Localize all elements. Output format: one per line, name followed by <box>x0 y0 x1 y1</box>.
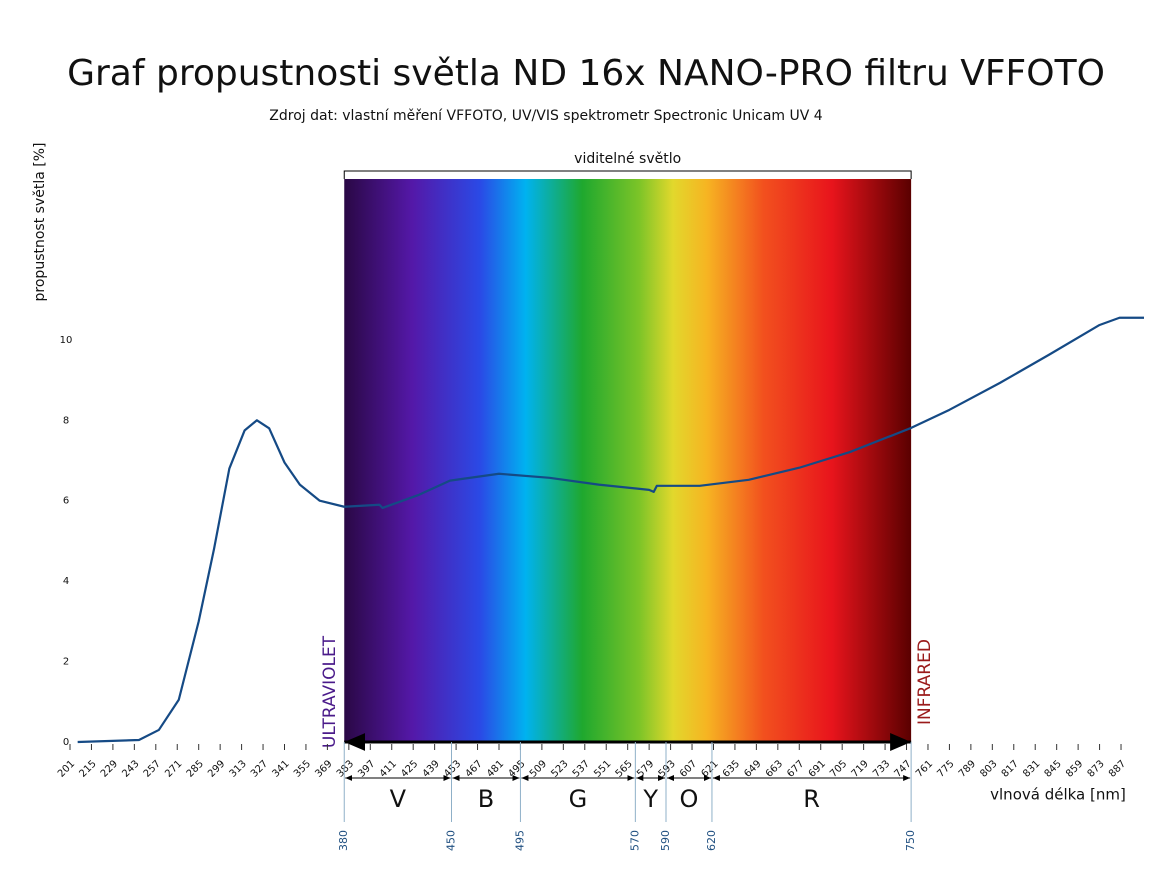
band-label: V <box>390 785 407 813</box>
x-tick-label: 383 <box>335 758 356 779</box>
x-tick-label: 299 <box>206 758 227 779</box>
x-tick-label: 453 <box>442 758 463 779</box>
x-tick-label: 285 <box>185 758 206 779</box>
subtitle: Zdroj dat: vlastní měření VFFOTO, UV/VIS… <box>269 108 822 124</box>
x-tick-label: 803 <box>978 758 999 779</box>
band-label: R <box>803 785 820 813</box>
band-label: G <box>569 785 588 813</box>
x-tick-label: 257 <box>142 758 163 779</box>
y-tick-label: 6 <box>63 496 69 507</box>
x-tick-label: 271 <box>163 758 184 779</box>
x-tick-label: 579 <box>635 758 656 779</box>
x-tick-label: 327 <box>249 758 270 779</box>
x-tick-label: 537 <box>571 758 592 779</box>
x-tick-label: 411 <box>378 758 399 779</box>
transmission-line <box>77 316 1144 744</box>
x-tick-label: 467 <box>464 758 485 779</box>
x-tick-label: 747 <box>892 758 913 779</box>
x-tick-label: 495 <box>506 758 527 779</box>
x-tick-label: 551 <box>592 758 613 779</box>
ir-label: INFRARED <box>915 639 935 725</box>
uv-label: ULTRAVIOLET <box>320 635 340 748</box>
x-tick-label: 215 <box>77 758 98 779</box>
x-tick-label: 313 <box>228 758 249 779</box>
x-tick-label: 845 <box>1043 758 1064 779</box>
x-tick-label: 481 <box>485 758 506 779</box>
x-tick-label: 873 <box>1086 758 1107 779</box>
x-tick-label: 439 <box>421 758 442 779</box>
x-tick-label: 243 <box>120 758 141 779</box>
x-tick-label: 201 <box>56 758 77 779</box>
visible-label: viditelné světlo <box>574 151 681 167</box>
x-tick-label: 719 <box>850 758 871 779</box>
x-tick-label: 355 <box>292 758 313 779</box>
x-tick-label: 789 <box>957 758 978 779</box>
x-tick-label: 341 <box>270 758 291 779</box>
y-tick-label: 8 <box>63 415 69 426</box>
band-label: O <box>680 785 699 813</box>
x-tick-label: 397 <box>356 758 377 779</box>
x-tick-label: 229 <box>99 758 120 779</box>
chart-title: Graf propustnosti světla ND 16x NANO-PRO… <box>67 53 1105 94</box>
x-tick-label: 523 <box>549 758 570 779</box>
band-boundary-label: 495 <box>513 830 526 851</box>
x-tick-label: 635 <box>721 758 742 779</box>
band-label: B <box>478 785 494 813</box>
band-boundary-label: 750 <box>904 830 917 851</box>
x-tick-label: 691 <box>807 758 828 779</box>
x-tick-label: 425 <box>399 758 420 779</box>
x-tick-label: 509 <box>528 758 549 779</box>
y-tick-label: 10 <box>60 335 73 346</box>
y-tick-label: 4 <box>63 576 69 587</box>
x-tick-label: 761 <box>914 758 935 779</box>
visible-spectrum <box>344 179 912 742</box>
band-boundary-label: 590 <box>659 830 672 851</box>
x-tick-label: 649 <box>742 758 763 779</box>
y-tick-label: 0 <box>63 737 69 748</box>
x-tick-label: 859 <box>1064 758 1085 779</box>
band-boundary-label: 620 <box>705 830 718 851</box>
x-tick-label: 775 <box>935 758 956 779</box>
x-tick-label: 733 <box>871 758 892 779</box>
x-tick-label: 887 <box>1107 758 1128 779</box>
x-tick-label: 705 <box>828 758 849 779</box>
y-axis-label: propustnost světla [%] <box>32 143 48 302</box>
x-tick-label: 565 <box>614 758 635 779</box>
band-boundary-label: 450 <box>444 830 457 851</box>
band-label: Y <box>642 785 658 813</box>
band-boundary-label: 570 <box>628 830 641 851</box>
visible-bracket <box>343 170 912 179</box>
x-tick-label: 593 <box>657 758 678 779</box>
y-tick-label: 2 <box>63 657 69 668</box>
x-tick-label: 831 <box>1021 758 1042 779</box>
band-boundary-label: 380 <box>337 830 350 851</box>
x-tick-label: 607 <box>678 758 699 779</box>
x-axis-label: vlnová délka [nm] <box>990 786 1126 804</box>
x-tick-label: 817 <box>1000 758 1021 779</box>
x-tick-label: 369 <box>313 758 334 779</box>
x-tick-label: 677 <box>785 758 806 779</box>
x-tick-label: 621 <box>699 758 720 779</box>
x-tick-label: 663 <box>764 758 785 779</box>
